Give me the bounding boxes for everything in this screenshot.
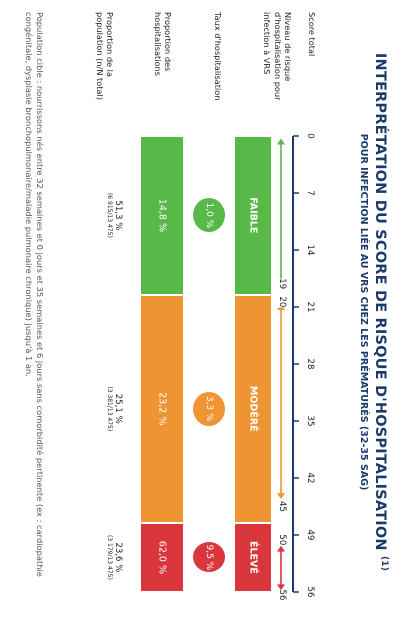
rate-pill-mod: 3,3 %	[193, 391, 225, 426]
population-share-low: 51,3 % (6 915/13 475)	[105, 192, 123, 238]
row-label-population-share: Proportion de la population (n/N total)	[94, 12, 115, 100]
tick-label-14: 14	[305, 244, 315, 256]
tick-label-7: 7	[305, 190, 315, 196]
document-subtitle: POUR INFECTION LIÉE AU VRS CHEZ LES PRÉM…	[358, 133, 369, 491]
share-value-high: 62,0 %	[156, 540, 168, 574]
arrow-high-head-left	[277, 545, 285, 552]
population-count-low: (6 915/13 475)	[105, 192, 113, 238]
tick-label-35: 35	[305, 415, 315, 427]
tick-label-49: 49	[305, 529, 315, 541]
arrow-moderate-head-right	[277, 493, 285, 500]
boundary-label-low-end: 19	[277, 278, 287, 290]
risk-label-mod: MODÉRÉ	[247, 385, 259, 432]
tick-label-21: 21	[305, 301, 315, 313]
rate-pill-high: 9,5 %	[193, 542, 225, 573]
population-pct-high: 23,6 %	[113, 542, 123, 573]
title-footnote-marker: (1)	[379, 555, 389, 572]
row-label-score-total: Score total	[307, 12, 317, 57]
population-pct-low: 51,3 %	[113, 200, 123, 231]
boundary-label-high-start: 50	[277, 534, 287, 546]
boundary-label-mod-start: 20	[277, 296, 287, 308]
tick-label-56: 56	[305, 586, 315, 598]
row-label-hospitalisation-rate: Taux d'hospitalisation	[213, 12, 223, 101]
share-value-low: 14,8 %	[156, 198, 168, 232]
document-title: INTERPRÉTATION DU SCORE DE RISQUE D'HOSP…	[372, 0, 389, 624]
share-value-mod: 23,2 %	[156, 392, 168, 426]
risk-label-low: FAIBLE	[247, 197, 259, 234]
title-text: INTERPRÉTATION DU SCORE DE RISQUE D'HOSP…	[372, 52, 389, 551]
footnote: Population cible : nourrissons nés entre…	[23, 12, 45, 577]
arrow-low-head-left	[277, 138, 285, 145]
tick-label-42: 42	[305, 472, 315, 484]
rate-pill-low: 1,0 %	[193, 198, 225, 233]
boundary-label-mod-end: 45	[277, 500, 287, 512]
row-label-risk-level: Niveau de risque d'hospitalisation pour …	[262, 12, 294, 101]
population-count-high: (3 179/13 475)	[105, 534, 113, 580]
boundary-label-high-end: 56	[277, 589, 287, 601]
population-share-mod: 25,1 % (3 381/13 475)	[105, 386, 123, 432]
population-pct-mod: 25,1 %	[113, 393, 123, 424]
tick-label-28: 28	[305, 358, 315, 370]
risk-label-high: ÉLEVÉ	[247, 540, 259, 574]
row-label-hospitalisation-share: Proportion des hospitalisations	[152, 12, 173, 76]
population-count-mod: (3 381/13 475)	[105, 386, 113, 432]
population-share-high: 23,6 % (3 179/13 475)	[105, 534, 123, 580]
tick-label-0: 0	[305, 133, 315, 139]
